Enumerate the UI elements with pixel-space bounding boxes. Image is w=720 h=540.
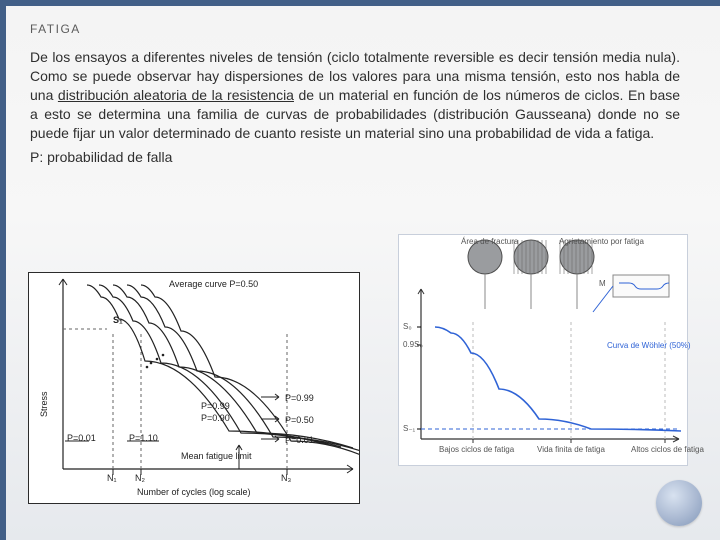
figB-top1: Área de fractura (461, 237, 518, 246)
left-band (0, 0, 6, 540)
figB-y2: S₋₁ (403, 424, 415, 433)
figB-top2: Agrietamiento por fatiga (559, 237, 644, 246)
figure-wohler: Área de fractura Agrietamiento por fatig… (398, 234, 688, 466)
figB-m: M (599, 279, 606, 288)
decorative-sphere (656, 480, 702, 526)
sn-xlabel: Number of cycles (log scale) (137, 487, 251, 497)
figB-x0: Bajos ciclos de fatiga (439, 445, 514, 454)
sn-top-label: Average curve P=0.50 (169, 279, 258, 289)
body-text: De los ensayos a diferentes niveles de t… (30, 48, 680, 167)
sn-p-limit: P=1.10 (129, 433, 158, 443)
figure-sn-curves: Stress Number of cycles (log scale) Aver… (28, 272, 360, 504)
sn-n3: N₃ (281, 473, 291, 483)
slide: FATIGA De los ensayos a diferentes nivel… (0, 0, 720, 540)
wohler-svg (399, 235, 687, 465)
sn-p-r2: P=0.50 (285, 415, 314, 425)
paragraph-p2: P: probabilidad de falla (30, 148, 680, 167)
sn-p-r3: P=0.01 (285, 435, 314, 445)
sn-svg (29, 273, 359, 503)
sn-n1: N₁ (107, 473, 117, 483)
sn-p-left: P=0.01 (67, 433, 96, 443)
sn-p-midbot: P=0.90 (201, 413, 230, 423)
sn-p-r1: P=0.99 (285, 393, 314, 403)
figB-x1: Vida finita de fatiga (537, 445, 605, 454)
top-band (0, 0, 720, 6)
sn-s1: S₁ (113, 315, 123, 325)
sn-ylabel: Stress (39, 391, 49, 417)
figB-x2: Altos ciclos de fatiga (631, 445, 704, 454)
figB-blue: Curva de Wöhler (50%) (607, 341, 691, 350)
paragraph-underlined: distribución aleatoria de la resistencia (58, 87, 294, 103)
slide-title: FATIGA (30, 22, 81, 36)
sn-n2: N₂ (135, 473, 145, 483)
figB-y1: 0.9S₀ (403, 340, 423, 349)
figB-y0: S₀ (403, 322, 412, 331)
sn-mean: Mean fatigue limit (181, 451, 252, 461)
sn-p-midtop: P=0.99 (201, 401, 230, 411)
